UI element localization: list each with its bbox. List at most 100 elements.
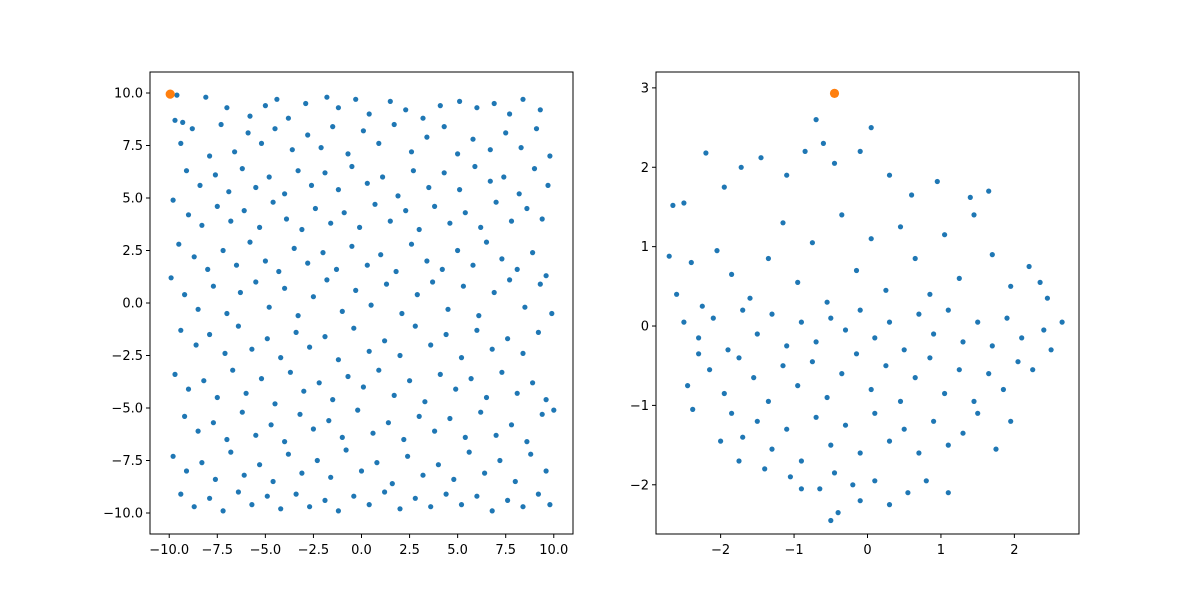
data-point <box>754 418 760 424</box>
data-point <box>262 103 268 109</box>
y-tick-label: 7.5 <box>122 139 143 154</box>
data-point <box>897 224 904 230</box>
data-point <box>341 210 347 216</box>
data-point <box>780 363 786 369</box>
data-point <box>813 414 819 420</box>
data-point <box>368 302 374 308</box>
data-point <box>382 338 388 344</box>
data-point <box>268 422 274 428</box>
data-point <box>543 397 549 403</box>
data-point <box>299 226 305 233</box>
data-point <box>199 460 205 466</box>
x-tick-label: −10.0 <box>149 543 189 558</box>
data-point <box>416 226 422 233</box>
data-point <box>518 145 524 151</box>
data-point <box>241 208 247 214</box>
data-point <box>378 252 384 258</box>
data-point <box>883 287 889 293</box>
data-point <box>530 250 536 256</box>
data-point <box>927 291 933 297</box>
data-point <box>235 489 241 495</box>
data-point <box>389 481 395 487</box>
data-point <box>547 502 553 508</box>
data-point <box>266 304 272 310</box>
data-point <box>182 413 188 419</box>
x-tick-label: 1 <box>937 543 945 558</box>
data-point <box>547 153 553 159</box>
data-point <box>282 191 288 197</box>
data-point <box>335 357 341 363</box>
data-point <box>482 470 488 476</box>
data-point <box>765 398 772 404</box>
data-point <box>507 111 513 117</box>
data-point <box>501 174 507 180</box>
data-point <box>320 250 326 256</box>
data-point <box>435 462 441 468</box>
data-point <box>912 375 918 381</box>
data-point <box>408 241 415 247</box>
data-point <box>291 245 297 251</box>
data-point <box>857 450 863 456</box>
data-point <box>971 398 977 404</box>
data-point <box>233 262 240 268</box>
data-point <box>1019 335 1025 341</box>
data-point <box>886 172 893 178</box>
data-point <box>474 327 480 333</box>
data-point <box>714 248 720 254</box>
data-point <box>784 343 790 349</box>
data-point <box>1004 315 1010 321</box>
data-point <box>357 224 363 230</box>
data-point <box>945 490 951 496</box>
data-point <box>212 476 218 482</box>
data-point <box>214 394 220 401</box>
data-point <box>364 180 370 186</box>
data-point <box>168 275 174 281</box>
data-point <box>1059 319 1065 325</box>
data-point <box>798 319 805 325</box>
x-tick-label: 2 <box>1010 543 1018 558</box>
data-point <box>370 430 376 436</box>
data-point <box>516 191 522 197</box>
data-point <box>721 184 727 190</box>
data-point <box>820 140 827 146</box>
data-point <box>531 166 538 172</box>
data-point <box>681 319 687 325</box>
data-point <box>416 413 422 419</box>
data-point <box>383 281 390 287</box>
data-point <box>257 224 263 230</box>
data-point <box>468 376 474 382</box>
data-point <box>366 348 372 354</box>
data-point <box>299 470 305 476</box>
data-point <box>237 289 243 296</box>
data-point <box>335 105 341 111</box>
data-point <box>474 105 480 111</box>
data-point <box>989 252 995 258</box>
data-point <box>270 199 276 205</box>
data-point <box>487 178 493 184</box>
data-point <box>301 388 307 394</box>
data-point <box>307 344 313 350</box>
data-point <box>207 331 213 338</box>
data-point <box>872 335 878 341</box>
data-point <box>328 474 334 480</box>
data-point <box>241 472 247 478</box>
data-point <box>499 256 505 262</box>
data-point <box>243 390 249 396</box>
data-point <box>428 342 434 348</box>
data-point <box>989 343 995 349</box>
data-point <box>262 258 268 264</box>
data-point <box>387 98 393 104</box>
data-point <box>372 201 378 207</box>
data-point <box>736 458 742 464</box>
data-point <box>927 355 933 361</box>
data-point <box>195 428 201 434</box>
y-tick-label: 0.0 <box>122 297 143 312</box>
data-point <box>272 126 278 132</box>
data-point <box>1000 386 1007 393</box>
data-point <box>264 493 270 499</box>
data-point <box>489 346 495 352</box>
plot-1: −10.0 −7.5 −5.0 −2.5 0.0 2.5 5.0 7.5 10.0 −10.0 −7… <box>103 71 574 558</box>
data-point <box>355 407 361 413</box>
data-point <box>828 442 834 448</box>
data-point <box>441 170 447 176</box>
